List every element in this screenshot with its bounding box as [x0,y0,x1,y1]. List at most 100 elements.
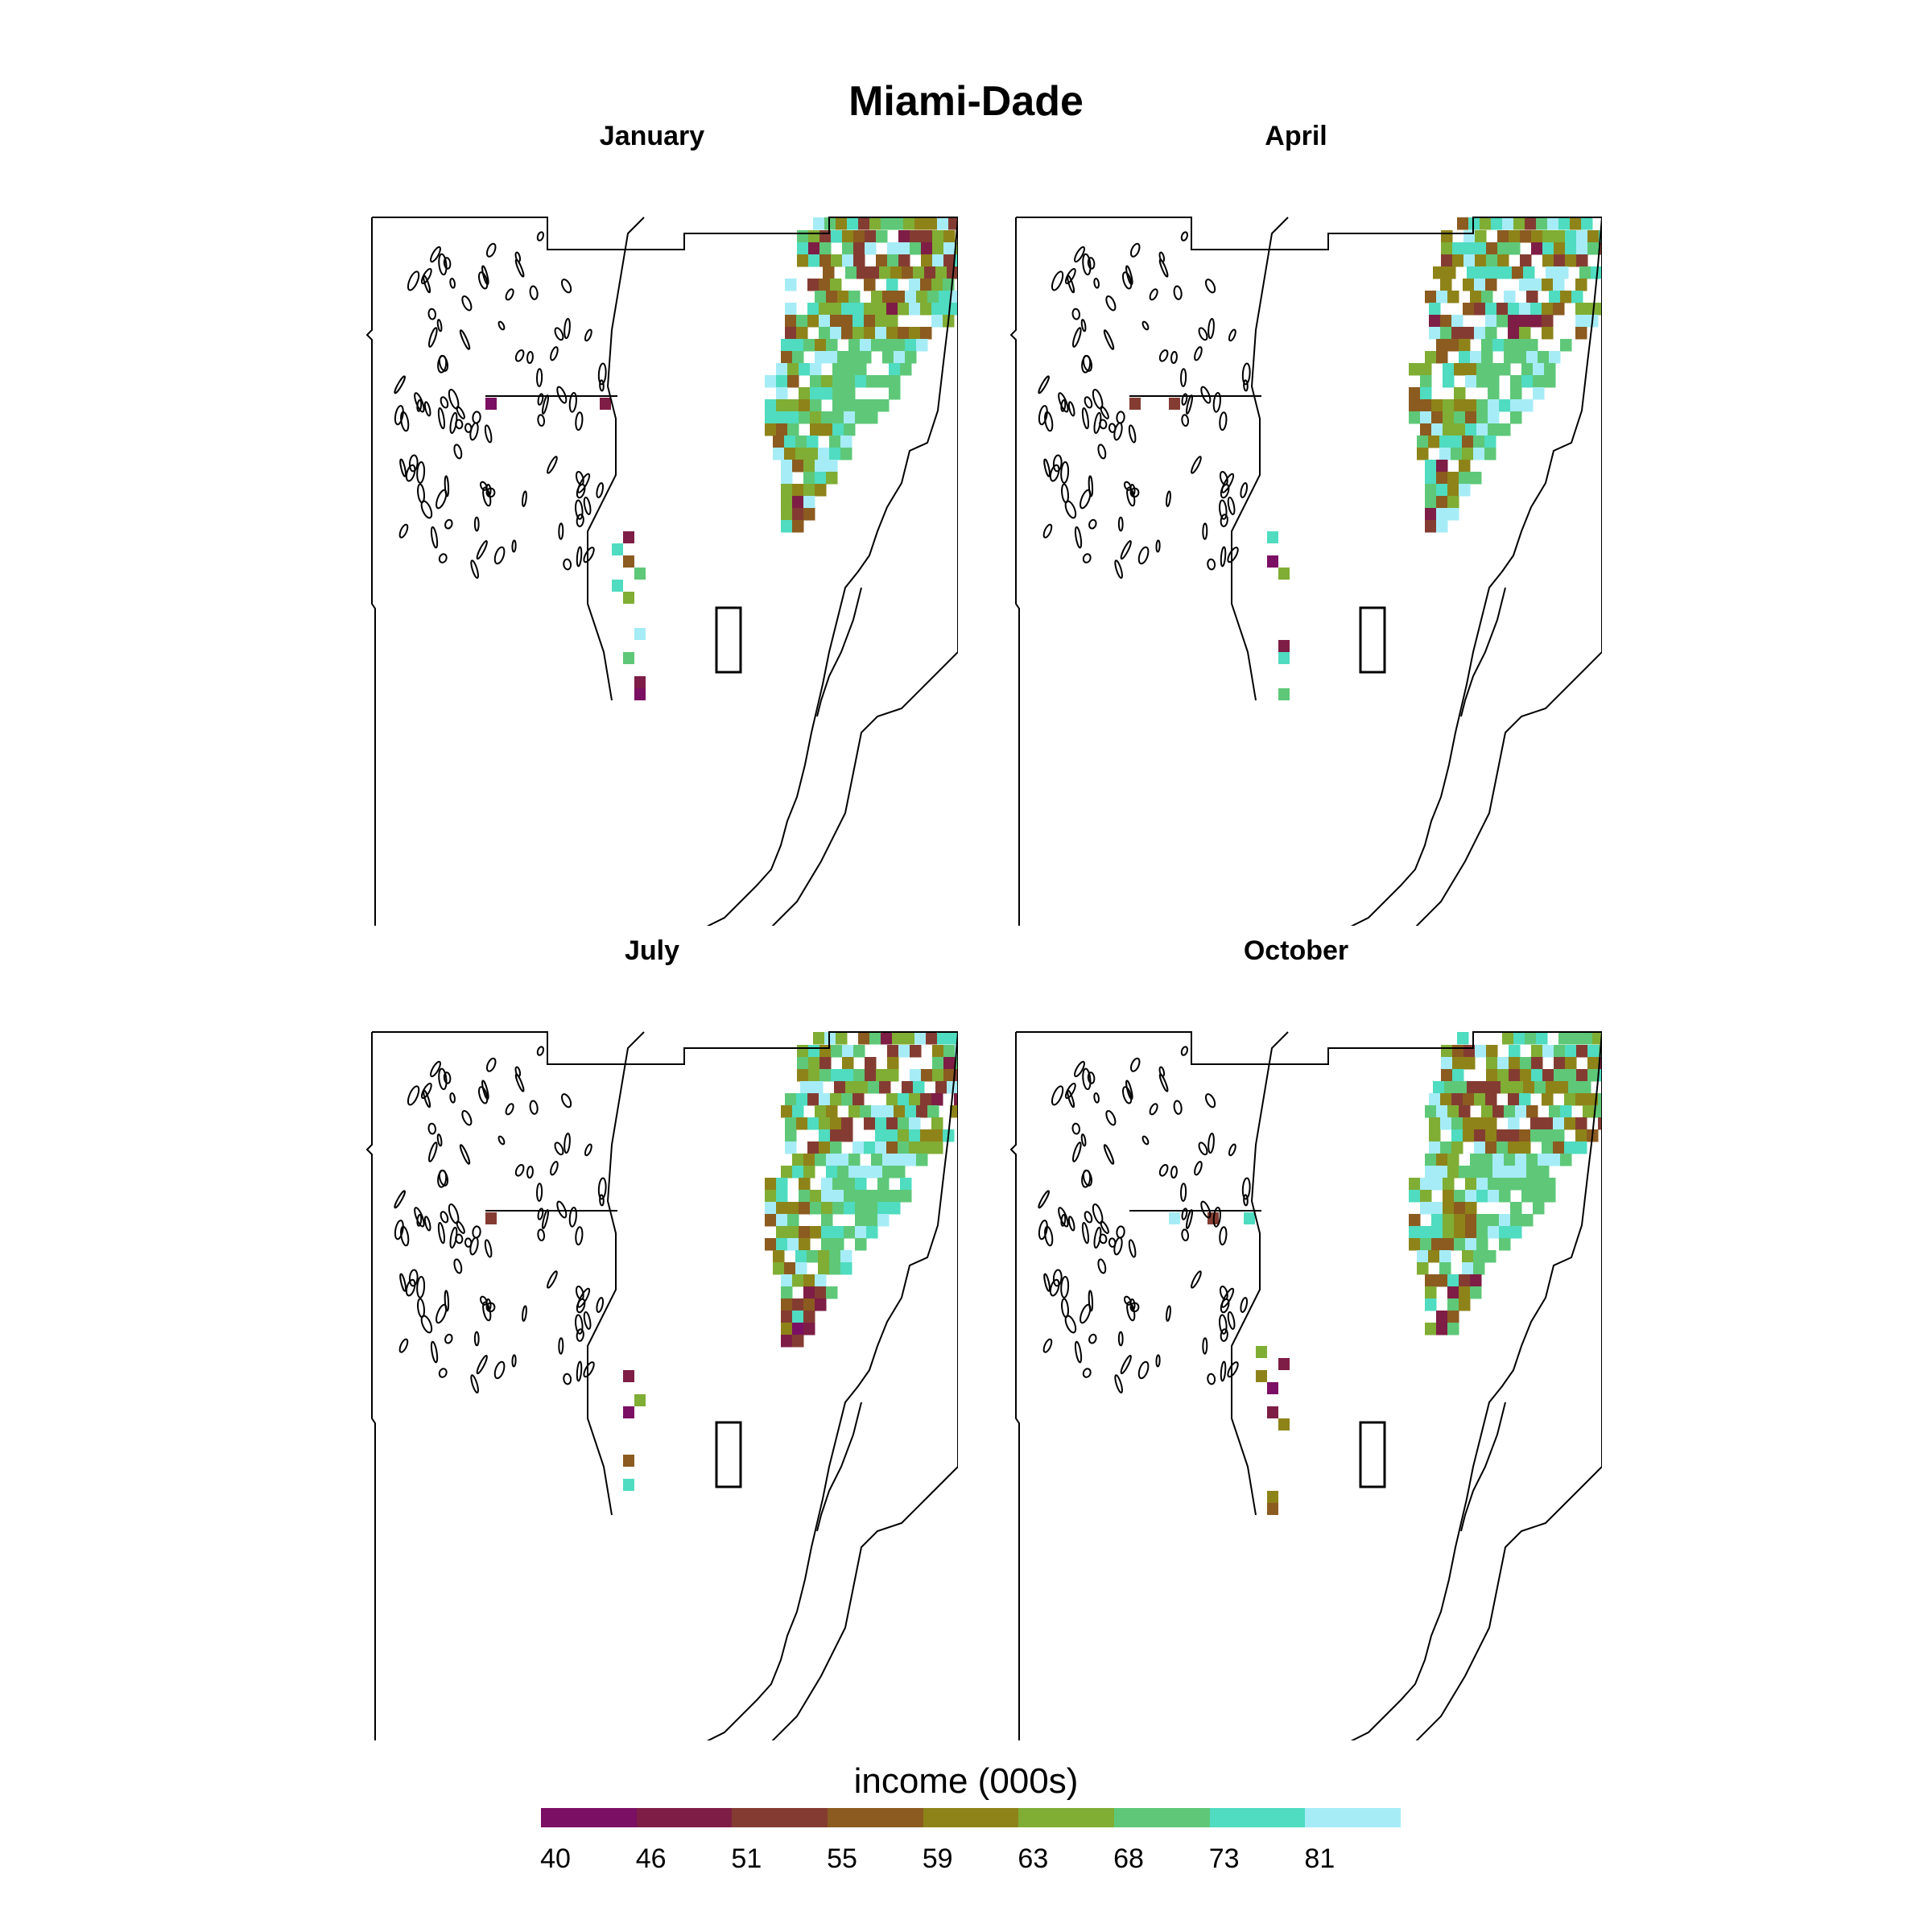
wetland-contour [575,411,584,431]
grid-cell [882,339,894,352]
grid-cell [877,1178,890,1191]
grid-cell [1447,1274,1459,1287]
grid-cell [1485,327,1497,340]
grid-cell [1542,1069,1554,1082]
grid-cell [1409,1226,1421,1239]
wetland-contour [1155,539,1161,553]
wetland-contour [482,1301,492,1322]
grid-cell [795,448,807,460]
wetland-contour [449,1092,456,1104]
grid-cell [818,448,830,460]
wetland-contour [423,1216,431,1232]
grid-cell [1510,387,1522,400]
grid-cell [1533,1178,1545,1191]
grid-cell [1475,230,1487,243]
grid-cell [1441,242,1453,255]
wetland-contour [1129,1298,1136,1311]
wetland-contour [584,1143,592,1157]
wetland-contour [1186,1209,1193,1229]
wetland-contour [1103,1144,1115,1165]
grid-cell [1436,351,1448,364]
grid-cell [1436,460,1448,473]
wetland-contour [1243,1194,1249,1207]
wetland-contour [575,471,584,486]
grid-cell [1554,1069,1566,1082]
grid-cell [1425,484,1437,497]
grid-cell [921,1069,933,1082]
grid-cell [1485,1141,1497,1154]
wetland-contour [1081,407,1089,430]
grid-cell [1447,472,1459,485]
wetland-contour [1117,516,1124,532]
grid-cell [787,375,799,388]
grid-cell [1465,1190,1477,1203]
grid-cell [792,1311,804,1323]
grid-cell [848,1154,861,1166]
grid-cell [807,1250,819,1263]
grid-cell [1459,1166,1471,1179]
wetland-contour [597,1177,607,1200]
grid-cell [1581,1032,1593,1045]
grid-cell [932,230,944,243]
grid-cell [1526,1166,1538,1179]
wetland-contour [1067,275,1075,294]
grid-cell [781,339,793,352]
grid-cell [844,423,856,436]
wetland-contour [1125,1080,1133,1100]
wetland-contour [536,368,543,387]
grid-cell [916,339,928,352]
grid-cell [1440,279,1452,291]
wetland-contour [436,319,443,332]
grid-cell [853,242,865,255]
grid-cell [947,1081,958,1094]
wetland-contour [1180,231,1188,242]
grid-cell [1512,1081,1524,1094]
grid-cell [1436,472,1448,485]
legend-tick-label: 55 [827,1843,857,1874]
wetland-contour [1052,1269,1063,1287]
grid-cell [910,230,922,243]
grid-cell [1447,1286,1459,1299]
grid-cell [784,436,796,448]
wetland-contour [1082,1067,1092,1091]
wetland-contour [405,1278,416,1297]
wetland-contour [444,475,450,497]
grid-cell [800,1081,812,1094]
grid-cell [1587,242,1600,255]
grid-cell [1504,1166,1516,1179]
grid-cell [819,315,831,328]
grid-cell [829,448,841,460]
grid-cell [784,1262,796,1275]
grid-cell [1581,217,1593,230]
grid-cell [931,303,943,316]
grid-cell [1515,351,1527,364]
grid-cell [877,399,890,412]
grid-cell [1564,1141,1576,1154]
grid-cell [623,1455,634,1467]
grid-cell [1447,496,1459,509]
barrier-island [816,587,862,717]
wetland-contour [1180,368,1187,387]
grid-cell [1470,1274,1482,1287]
grid-cell [898,1141,910,1154]
wetland-contour [1093,278,1100,289]
wetland-contour [1126,1301,1136,1322]
grid-cell [826,1105,838,1118]
wetland-contour [1219,471,1228,486]
wetland-contour [485,1057,497,1072]
coastline [706,1031,958,1740]
grid-cell [1473,1262,1485,1275]
grid-cell [787,423,799,436]
wetland-contour [529,1100,539,1115]
wetland-contour [484,1239,493,1258]
wetland-contour [1227,1361,1239,1378]
legend-swatch [732,1808,828,1827]
wetland-contour [1219,1286,1228,1301]
grid-cell [826,460,838,473]
coastline [706,217,958,926]
wetland-contour [408,454,419,473]
grid-cell [1436,291,1448,303]
grid-cell [1553,1117,1565,1130]
grid-cell [776,1238,788,1251]
grid-cell [1431,1214,1443,1227]
